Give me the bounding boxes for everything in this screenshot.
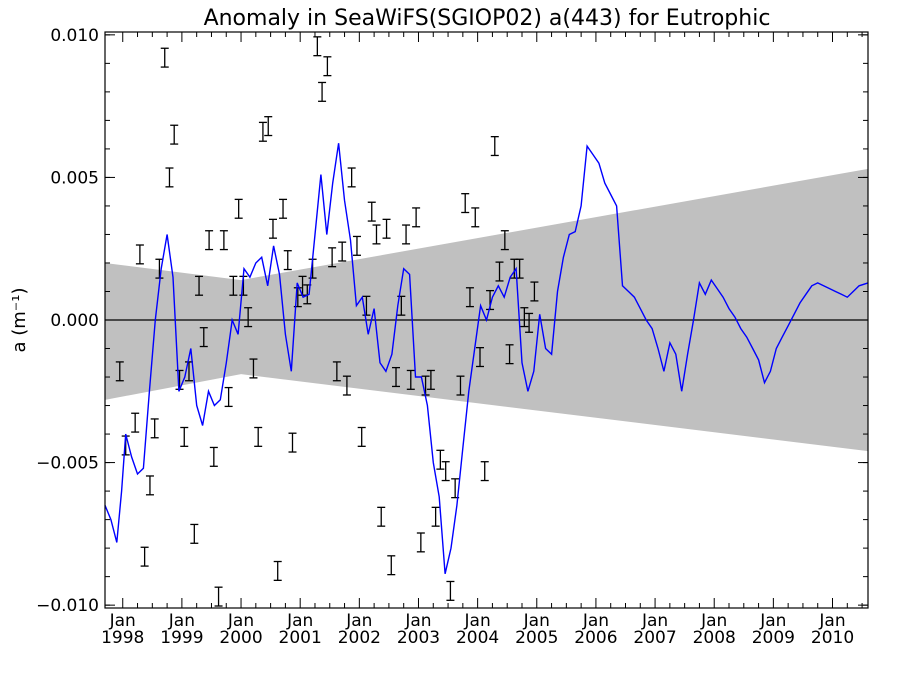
x-tick-month-label: Jan (168, 611, 195, 631)
smoothed-series-line (104, 143, 869, 574)
x-tick-year-label: 2010 (811, 628, 854, 648)
x-tick-year-label: 2006 (574, 628, 617, 648)
x-tick-year-label: 1998 (101, 628, 144, 648)
x-tick-month-label: Jan (227, 611, 254, 631)
y-tick-label: −0.010 (36, 596, 99, 616)
x-tick-year-label: 2003 (397, 628, 440, 648)
x-tick-month-label: Jan (464, 611, 491, 631)
x-tick-year-label: 2000 (219, 628, 262, 648)
x-tick-month-label: Jan (582, 611, 609, 631)
x-tick-year-label: 2007 (633, 628, 676, 648)
y-tick-label: 0.010 (50, 26, 99, 46)
x-tick-month-label: Jan (641, 611, 668, 631)
x-tick-month-label: Jan (109, 611, 136, 631)
chart-title: Anomaly in SeaWiFS(SGIOP02) a(443) for E… (204, 6, 771, 31)
x-tick-month-label: Jan (759, 611, 786, 631)
y-tick-label: 0.000 (50, 311, 99, 331)
y-tick-label: 0.005 (50, 168, 99, 188)
x-tick-month-label: Jan (404, 611, 431, 631)
x-tick-year-label: 2001 (279, 628, 322, 648)
x-tick-year-label: 2009 (752, 628, 795, 648)
x-tick-month-label: Jan (286, 611, 313, 631)
y-axis-label: a (m⁻¹) (9, 287, 30, 352)
x-tick-month-label: Jan (523, 611, 550, 631)
x-tick-year-label: 2005 (515, 628, 558, 648)
x-tick-year-label: 1999 (160, 628, 203, 648)
x-tick-month-label: Jan (818, 611, 845, 631)
x-tick-month-label: Jan (345, 611, 372, 631)
x-tick-month-label: Jan (700, 611, 727, 631)
plot-area: −0.010−0.0050.0000.0050.010Jan1998Jan199… (36, 26, 869, 648)
x-tick-year-label: 2002 (338, 628, 381, 648)
x-tick-year-label: 2004 (456, 628, 499, 648)
x-tick-year-label: 2008 (693, 628, 736, 648)
y-tick-label: −0.005 (36, 454, 99, 474)
